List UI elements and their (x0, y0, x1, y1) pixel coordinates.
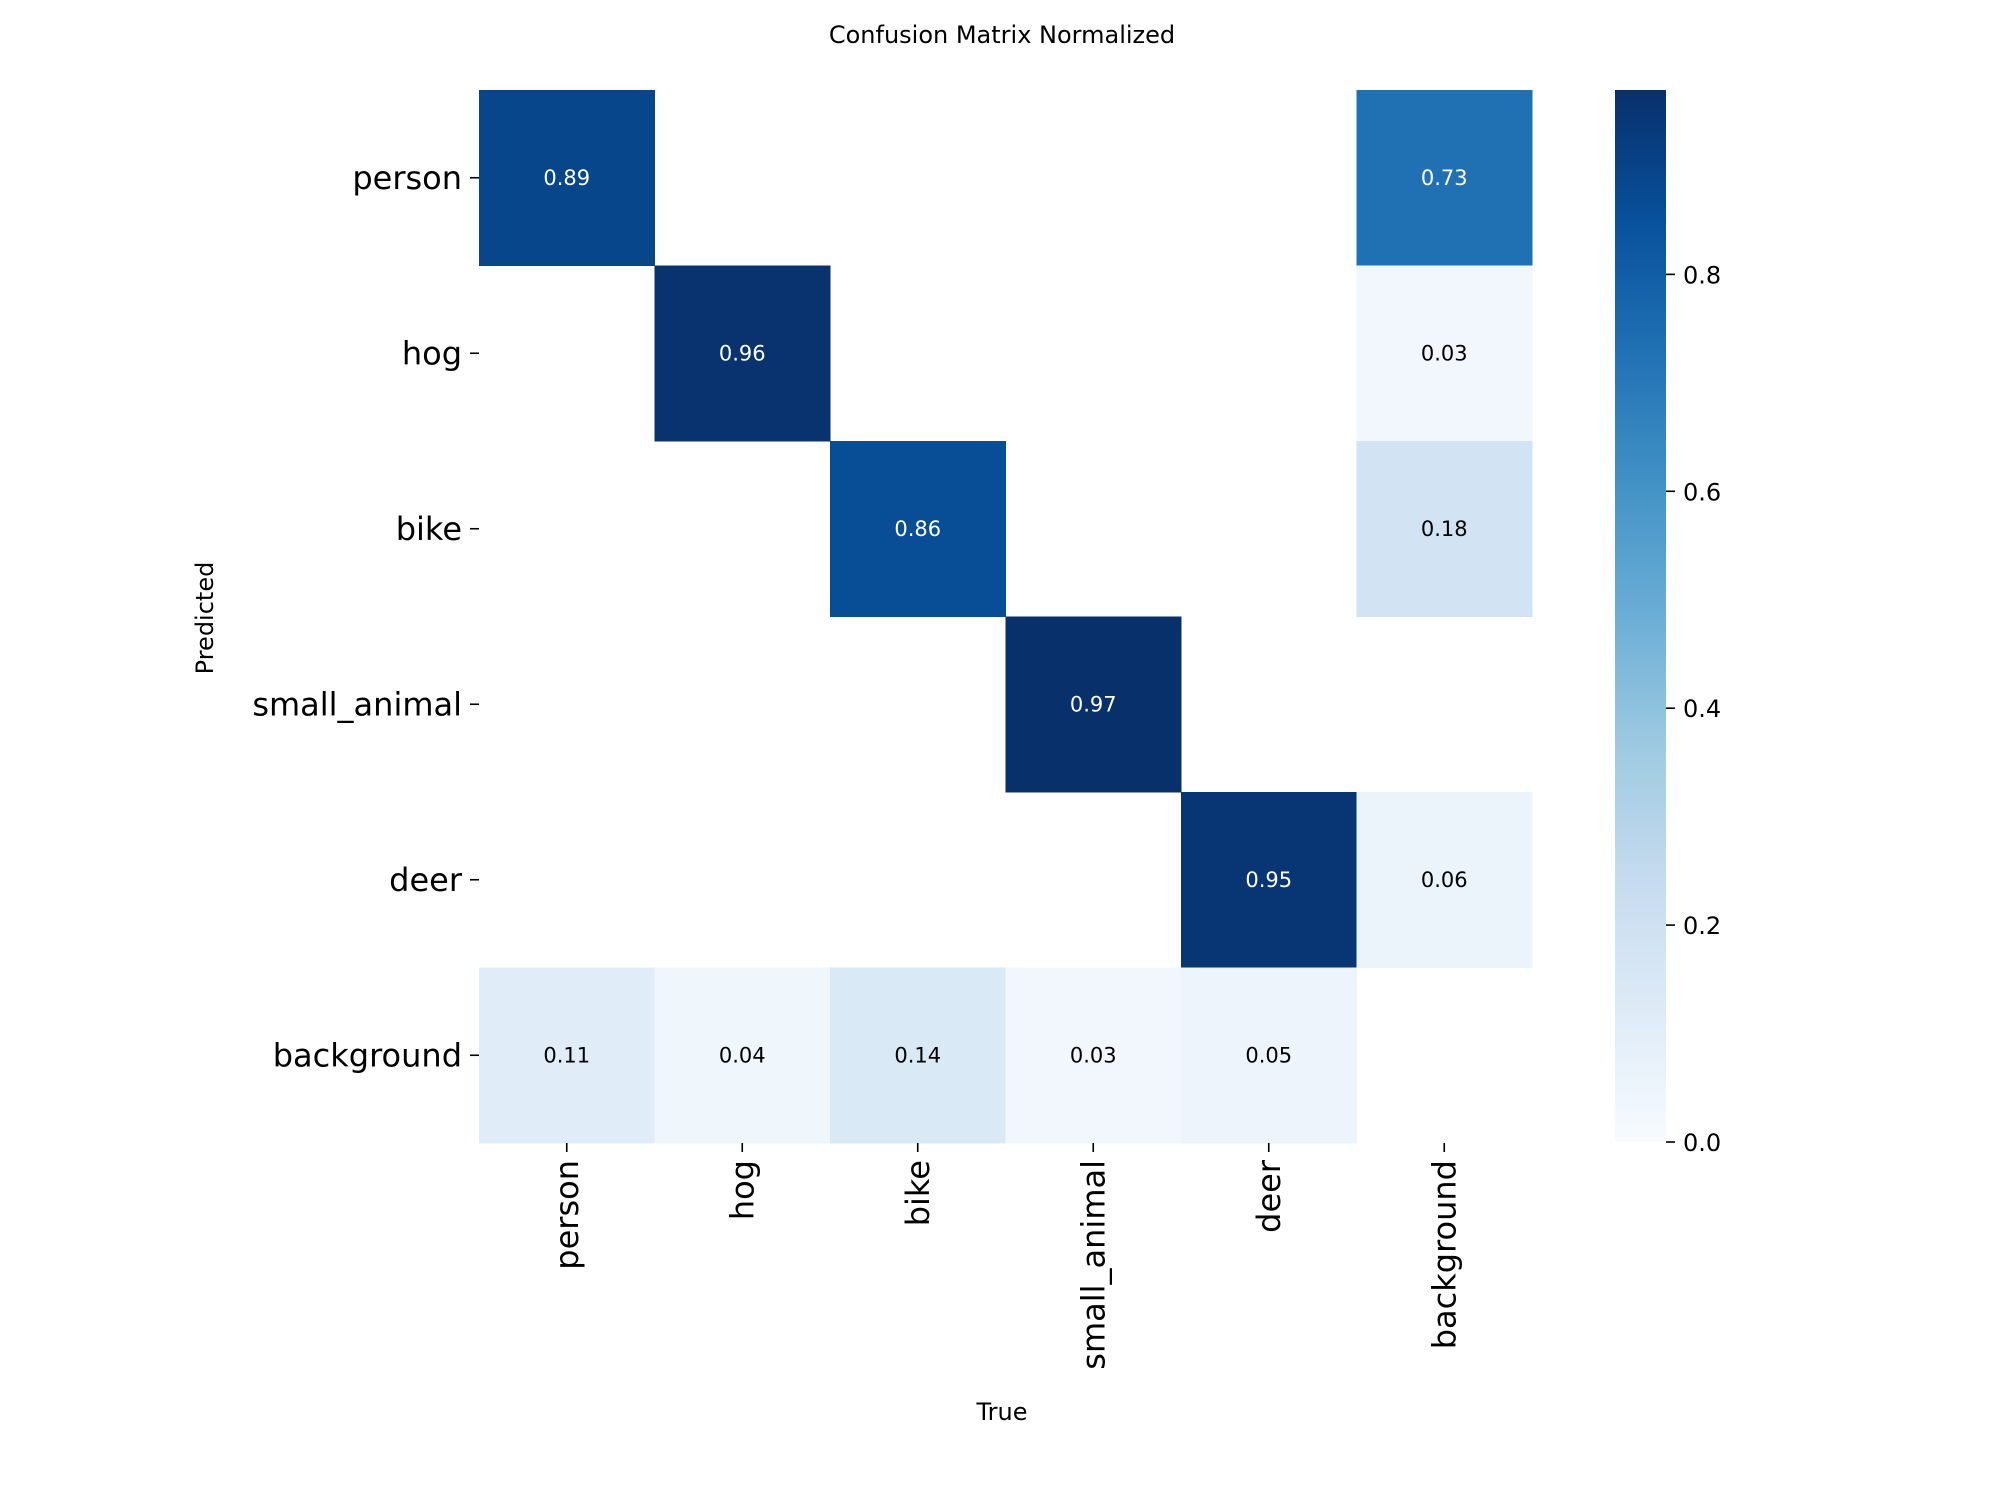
heatmap-cells (479, 90, 1533, 1144)
cell-value-label: 0.06 (1421, 868, 1468, 892)
y-tick-label: person (352, 159, 462, 197)
cell-value-label: 0.03 (1421, 341, 1468, 365)
heatmap-cell (654, 967, 831, 1144)
cell-value-label: 0.86 (894, 517, 941, 541)
y-axis-label: Predicted (191, 562, 219, 675)
cell-value-label: 0.18 (1421, 517, 1468, 541)
cell-value-label: 0.96 (719, 341, 766, 365)
colorbar (1615, 90, 1666, 1142)
colorbar-tick-label: 0.4 (1683, 695, 1721, 723)
cell-value-label: 0.14 (894, 1043, 941, 1067)
heatmap-cell (1005, 967, 1182, 1144)
cell-value-label: 0.97 (1070, 692, 1117, 716)
heatmap-cell (479, 967, 655, 1144)
cell-value-label: 0.04 (719, 1043, 766, 1067)
heatmap-cell (1356, 792, 1533, 968)
x-axis-ticks: person hog bike small_animal deer background (548, 1143, 1463, 1370)
cell-value-label: 0.73 (1421, 166, 1468, 190)
cell-value-label: 0.03 (1070, 1043, 1117, 1067)
y-tick-label: deer (389, 861, 463, 899)
cell-value-label: 0.05 (1245, 1043, 1292, 1067)
chart-title: Confusion Matrix Normalized (829, 21, 1175, 49)
colorbar-tick-label: 0.0 (1683, 1129, 1721, 1157)
cell-value-label: 0.95 (1245, 868, 1292, 892)
heatmap-cell (1356, 441, 1533, 617)
heatmap-cell (479, 90, 655, 266)
heatmap-cell (830, 441, 1006, 617)
x-tick-label: person (548, 1160, 586, 1270)
colorbar-tick-label: 0.6 (1683, 478, 1721, 506)
heatmap-cell (1356, 265, 1533, 442)
y-tick-label: background (273, 1036, 462, 1074)
heatmap-cell-labels: 0.89 0.73 0.96 0.03 0.86 0.18 0.97 0.95 0.06 0.11… (543, 166, 1467, 1068)
x-tick-label: deer (1250, 1159, 1288, 1233)
cell-value-label: 0.89 (543, 166, 590, 190)
x-tick-label: hog (723, 1160, 761, 1220)
heatmap-cell (1181, 967, 1357, 1144)
x-tick-label: bike (899, 1160, 937, 1226)
y-tick-label: hog (402, 334, 462, 372)
y-tick-label: small_animal (252, 685, 462, 723)
colorbar-tick-label: 0.8 (1683, 261, 1721, 289)
x-axis-label: True (976, 1398, 1028, 1426)
y-tick-label: bike (396, 510, 462, 548)
heatmap-cell (830, 967, 1006, 1144)
cell-value-label: 0.11 (543, 1043, 590, 1067)
x-tick-label: small_animal (1074, 1160, 1112, 1370)
colorbar-ticks: 0.0 0.2 0.4 0.6 0.8 (1666, 261, 1721, 1157)
heatmap-cell (1005, 616, 1182, 793)
heatmap-cell (1356, 90, 1533, 266)
colorbar-tick-label: 0.2 (1683, 912, 1721, 940)
x-tick-label: background (1425, 1160, 1463, 1349)
heatmap-cell (1181, 792, 1357, 968)
heatmap-cell (654, 265, 831, 442)
